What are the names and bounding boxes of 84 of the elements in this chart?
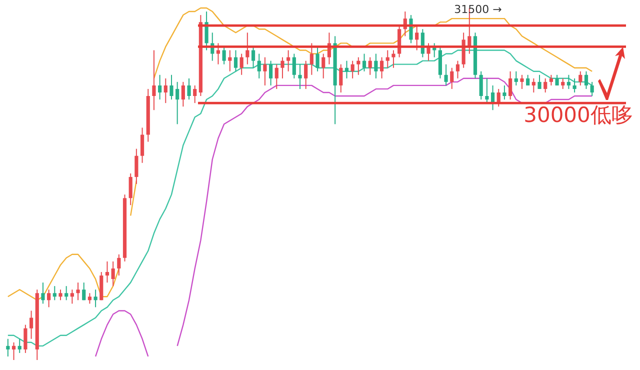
candlestick xyxy=(176,81,180,125)
candlestick xyxy=(286,50,290,72)
candlestick xyxy=(58,289,62,301)
candlestick xyxy=(561,78,565,90)
candlestick xyxy=(350,60,354,79)
candlestick xyxy=(316,46,320,72)
candlestick xyxy=(572,78,576,93)
candlestick xyxy=(128,172,132,206)
candlestick xyxy=(29,310,34,340)
candlestick xyxy=(134,148,138,184)
candlestick xyxy=(356,56,360,76)
candlestick xyxy=(268,60,273,86)
candlestick xyxy=(415,25,419,51)
candlestick xyxy=(514,70,518,86)
candlestick xyxy=(520,74,524,90)
candlestick xyxy=(94,289,98,308)
candlestick xyxy=(344,60,349,79)
candlestick xyxy=(409,14,413,44)
candlestick xyxy=(152,50,156,111)
candlestick xyxy=(64,286,68,301)
candlestick xyxy=(368,56,372,76)
candlestick xyxy=(444,64,448,86)
candlestick xyxy=(566,74,571,90)
candlestick xyxy=(82,282,86,301)
candlestick xyxy=(18,338,22,354)
candlestick xyxy=(304,60,308,90)
candlestick xyxy=(392,50,396,68)
candlestick xyxy=(216,42,220,65)
candlestick xyxy=(322,53,326,79)
candlestick xyxy=(538,74,542,90)
candlestick xyxy=(41,282,45,304)
candlestick xyxy=(70,289,74,304)
candlestick xyxy=(532,78,536,93)
candlestick xyxy=(117,254,121,276)
candlestick xyxy=(450,67,454,90)
candlestick xyxy=(298,64,302,90)
candlestick xyxy=(386,50,390,68)
candlestick xyxy=(263,56,267,86)
candlestick xyxy=(24,324,28,354)
candlestick xyxy=(187,78,191,100)
candlestick xyxy=(234,50,238,72)
candlestick xyxy=(240,53,244,76)
candlestick xyxy=(584,70,588,90)
candlestick xyxy=(140,127,144,164)
candlestick xyxy=(170,74,174,100)
candlestick xyxy=(164,78,168,104)
annotation: 30000低哆 xyxy=(524,103,632,127)
candlestick xyxy=(456,60,460,79)
candlestick xyxy=(111,260,115,287)
candlestick xyxy=(380,56,384,79)
candlestick xyxy=(251,46,256,68)
candlestick xyxy=(479,70,483,100)
candlestick xyxy=(105,260,110,284)
candlestick xyxy=(204,11,208,51)
candlestick xyxy=(246,32,250,65)
candlestick xyxy=(544,78,548,93)
candlestick xyxy=(292,53,296,79)
candlestick xyxy=(6,338,10,357)
candlestick xyxy=(52,286,56,301)
candlestick xyxy=(12,342,16,360)
candlestick xyxy=(88,292,92,304)
candlestick xyxy=(362,53,366,72)
candlestick xyxy=(578,70,582,86)
candlestick xyxy=(158,74,162,100)
candlestick xyxy=(485,78,489,104)
candlestick xyxy=(555,74,559,86)
candlestick xyxy=(274,64,278,90)
candlestick xyxy=(76,282,80,301)
candlestick xyxy=(502,84,506,100)
candlestick xyxy=(590,81,594,96)
candlestick xyxy=(339,64,343,93)
candlestick xyxy=(193,84,197,104)
candlestick xyxy=(508,70,512,100)
candlestick xyxy=(374,53,378,79)
candlestick xyxy=(257,53,261,79)
annotation: 31500 → xyxy=(454,3,502,16)
candlestick xyxy=(549,74,553,86)
candlestick xyxy=(222,46,226,65)
candlestick xyxy=(228,50,232,72)
candlestick xyxy=(47,289,51,308)
candlestick xyxy=(526,74,530,86)
candlestick xyxy=(280,56,284,79)
candlestick xyxy=(181,81,185,108)
candlestick xyxy=(310,42,314,76)
